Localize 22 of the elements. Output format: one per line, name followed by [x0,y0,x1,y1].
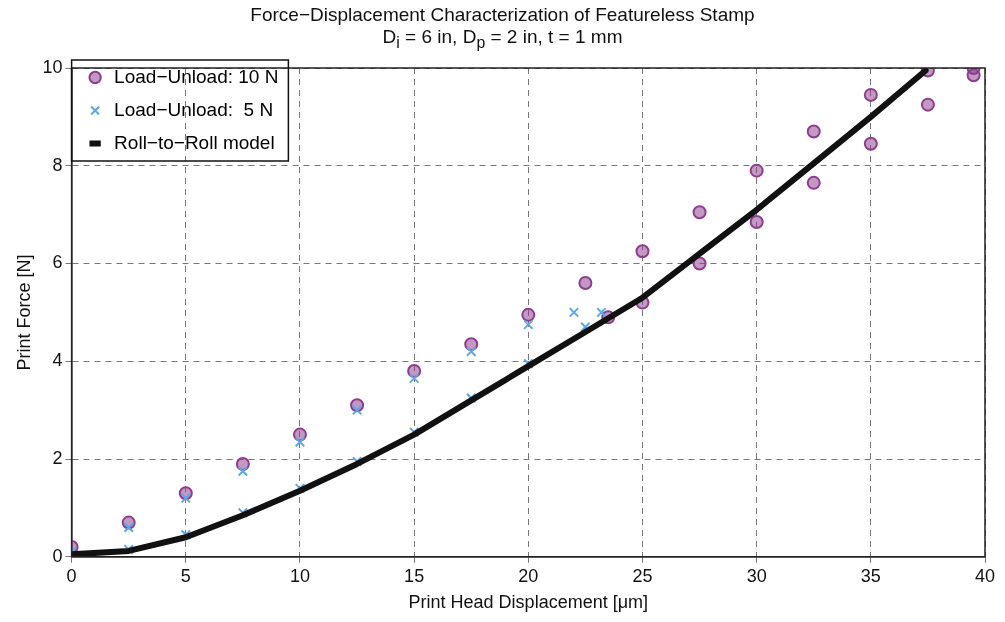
y-axis-title: Print Force [N] [13,254,34,371]
x-tick-label: 30 [746,565,767,586]
x-tick-label: 40 [974,565,996,586]
y-tick-label: 2 [52,448,63,469]
y-tick-label: 8 [52,154,63,175]
x-tick-label: 5 [180,565,191,586]
y-tick-label: 4 [52,350,63,371]
chart-title: Force−Displacement Characterization of Featureless Stamp [249,4,756,26]
x-tick-label: 0 [66,565,77,586]
y-tick-label: 10 [42,56,63,77]
x-tick-label: 35 [860,565,881,586]
x-tick-label: 20 [518,565,539,586]
x-tick-label: 25 [632,565,653,586]
y-tick-label: 6 [52,252,63,273]
legend-label: Load−Unload: 10 N [114,65,279,87]
x-tick-label: 15 [404,565,425,586]
legend-label: Roll−to−Roll model [114,131,275,153]
y-tick-label: 0 [52,545,63,566]
x-tick-label: 10 [289,565,310,586]
chart-subtitle: D$_{i}$ = 6 in, D$_{p}$ = 2 in, t = 1 mm [381,26,624,53]
x-axis-title: Print Head Displacement [μm] [408,592,649,613]
legend-label: Load−Unload: 5 N [114,98,274,120]
